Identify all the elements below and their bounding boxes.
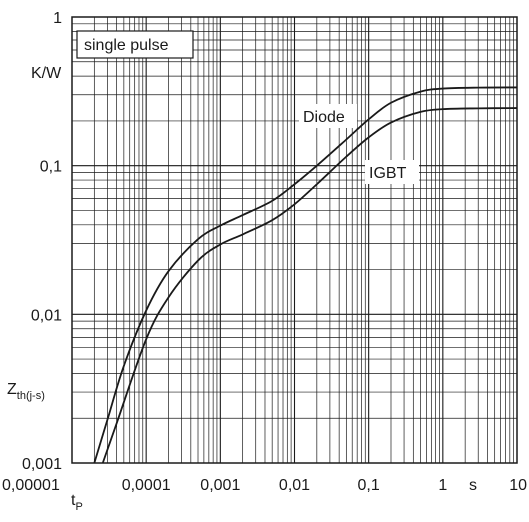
x-tick-labels: 0,00001 0,0001 0,001 0,01 0,1 1 10 — [2, 477, 527, 494]
x-tick-label: 0,01 — [279, 477, 310, 494]
y-tick-label: 1 — [53, 10, 62, 27]
x-axis-label-sub: P — [75, 501, 82, 513]
y-tick-label: 0,01 — [31, 307, 62, 324]
y-axis-label-sub: th(j-s) — [17, 390, 45, 402]
x-tick-label: 1 — [438, 477, 447, 494]
x-tick-label: 10 — [509, 477, 527, 494]
x-tick-label: 0,0001 — [122, 477, 171, 494]
y-tick-labels: 1 0,1 0,01 0,001 — [22, 10, 62, 473]
y-unit-label: K/W — [31, 65, 62, 82]
y-axis-label-main: Z — [7, 381, 17, 398]
curve-diode — [93, 86, 518, 464]
curve-igbt — [101, 107, 518, 464]
x-tick-label: 0,001 — [200, 477, 240, 494]
y-tick-label: 0,001 — [22, 456, 62, 473]
series-label-diode: Diode — [299, 104, 357, 128]
plot-frame — [71, 16, 518, 464]
grid-lines — [72, 17, 517, 463]
curves — [93, 86, 518, 464]
x-tick-label: 0,00001 — [2, 477, 60, 494]
y-axis-label: Zth(j-s) — [7, 381, 45, 402]
annotation-label: single pulse — [84, 37, 169, 54]
series-label-igbt-text: IGBT — [369, 165, 407, 182]
series-label-igbt: IGBT — [365, 160, 419, 184]
series-label-diode-text: Diode — [303, 109, 345, 126]
x-axis-label-main: t — [71, 492, 76, 509]
y-tick-label: 0,1 — [40, 159, 62, 176]
x-tick-label: 0,1 — [358, 477, 380, 494]
x-unit-label: s — [469, 477, 477, 494]
x-axis-label: tP — [71, 492, 83, 513]
annotation-box: single pulse — [76, 30, 194, 59]
